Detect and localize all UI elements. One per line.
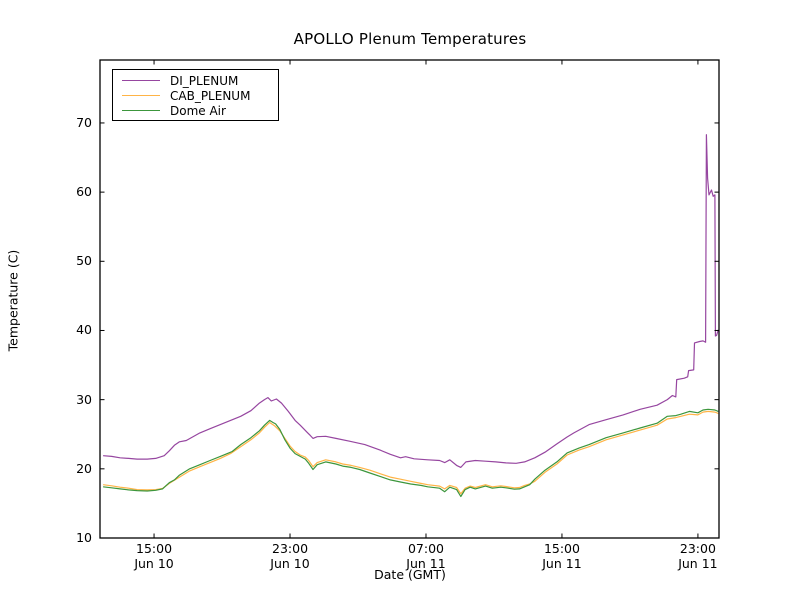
x-tick-time: 07:00 [407, 541, 444, 556]
x-tick-time: 15:00 [543, 541, 580, 556]
legend-line-swatch [122, 95, 160, 96]
series-line-cab-plenum [103, 410, 719, 495]
legend: DI_PLENUM CAB_PLENUM Dome Air [112, 69, 279, 121]
legend-label: CAB_PLENUM [170, 88, 251, 103]
chart-title: APOLLO Plenum Temperatures [293, 30, 527, 48]
x-tick-date: Jun 11 [542, 555, 582, 571]
x-tick-label: 23:00 Jun 11 [653, 541, 743, 571]
x-axis-label: Date (GMT) [374, 567, 446, 582]
y-tick-label: 20 [76, 460, 92, 476]
x-tick-label: 15:00 Jun 11 [517, 541, 607, 571]
y-tick-label: 60 [76, 184, 92, 200]
x-tick-label: 23:00 Jun 10 [245, 541, 335, 571]
legend-line-swatch [122, 110, 160, 111]
legend-line-swatch [122, 80, 160, 81]
legend-item-dome-air: Dome Air [122, 103, 278, 118]
legend-item-di-plenum: DI_PLENUM [122, 73, 278, 88]
y-tick-label: 70 [76, 114, 92, 130]
y-tick-label: 10 [76, 530, 92, 545]
y-tick-label: 30 [76, 391, 92, 407]
x-tick-time: 23:00 [679, 541, 716, 556]
x-tick-time: 15:00 [136, 541, 173, 556]
x-tick-date: Jun 10 [270, 555, 310, 571]
series-line-di-plenum [103, 134, 719, 468]
y-tick-label: 50 [76, 253, 92, 269]
y-tick-label: 40 [76, 322, 92, 338]
x-tick-date: Jun 11 [678, 555, 718, 571]
legend-item-cab-plenum: CAB_PLENUM [122, 88, 278, 103]
x-tick-label: 15:00 Jun 10 [109, 541, 199, 571]
series-line-dome-air [103, 408, 719, 498]
x-tick-date: Jun 11 [406, 555, 446, 571]
x-tick-date: Jun 10 [134, 555, 174, 571]
x-tick-label: 07:00 Jun 11 [381, 541, 471, 571]
legend-label: Dome Air [170, 103, 226, 118]
x-tick-time: 23:00 [272, 541, 309, 556]
legend-label: DI_PLENUM [170, 73, 239, 88]
plot-border [99, 59, 720, 539]
